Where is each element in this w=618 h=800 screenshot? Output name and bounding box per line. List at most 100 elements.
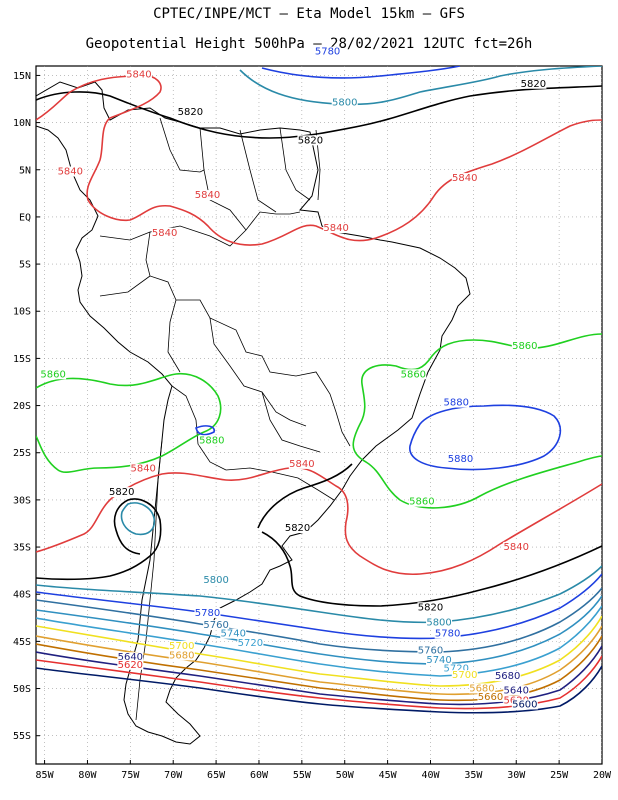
geopotential-contours xyxy=(36,66,602,714)
contour-label-bg xyxy=(198,435,225,446)
contour-label-bg xyxy=(477,691,504,702)
contour-label: 5840 xyxy=(452,173,477,184)
contour-label: 5760 xyxy=(203,620,228,631)
contour-label-bg xyxy=(237,638,264,649)
contour-label-bg xyxy=(168,650,195,661)
contour-5880 xyxy=(195,425,216,436)
lat-tick-label: 40S xyxy=(13,590,31,601)
lon-tick-label: 75W xyxy=(121,770,140,781)
contour-label: 5600 xyxy=(512,699,537,710)
lat-tick-label: 25S xyxy=(13,448,31,459)
contour-5800 xyxy=(120,502,156,536)
lat-tick-label: 10S xyxy=(13,307,31,318)
contour-label: 5660 xyxy=(478,692,503,703)
contour-label-bg xyxy=(203,620,230,631)
contour-label: 5840 xyxy=(289,459,314,470)
contour-label: 5840 xyxy=(195,190,220,201)
contour-label: 5880 xyxy=(448,454,473,465)
lat-tick-label: 5S xyxy=(19,260,31,271)
contour-5740 xyxy=(36,595,602,665)
contour-label: 5820 xyxy=(521,79,546,90)
lon-tick-label: 45W xyxy=(379,770,398,781)
map-subtitle: Geopotential Height 500hPa – 28/02/2021 … xyxy=(85,36,533,52)
lat-lon-grid xyxy=(36,66,602,764)
contour-label: 5800 xyxy=(426,617,451,628)
contour-label: 5680 xyxy=(469,683,494,694)
contour-label-bg xyxy=(168,640,195,651)
lat-tick-label: 15S xyxy=(13,354,31,365)
contour-label-bg xyxy=(314,46,341,57)
lon-tick-label: 80W xyxy=(78,770,97,781)
contour-label: 5780 xyxy=(315,47,340,58)
contour-label: 5820 xyxy=(109,487,134,498)
lon-tick-label: 50W xyxy=(336,770,355,781)
contour-label: 5700 xyxy=(169,641,194,652)
contour-5600 xyxy=(36,665,602,714)
contour-label: 5760 xyxy=(418,646,443,657)
contour-label: 5620 xyxy=(118,660,143,671)
contour-label: 5880 xyxy=(443,398,468,409)
contour-5860 xyxy=(352,333,602,509)
lon-tick-label: 65W xyxy=(207,770,226,781)
contour-label: 5800 xyxy=(203,575,228,586)
contour-label: 5740 xyxy=(426,655,451,666)
contour-label: 5860 xyxy=(40,369,65,380)
contour-5620 xyxy=(36,655,602,710)
contour-5780 xyxy=(36,573,602,640)
contour-5660 xyxy=(36,635,602,702)
contour-5680 xyxy=(36,625,602,696)
contour-label: 5840 xyxy=(130,464,155,475)
lat-tick-label: 45S xyxy=(13,637,31,648)
contour-label: 5820 xyxy=(285,523,310,534)
lon-tick-label: 60W xyxy=(250,770,269,781)
latitude-ticks: 15N 10N 5N EQ 5S 10S 15S 20S 25S 30S 35S 40S 45S 50S 5… xyxy=(13,71,40,742)
lat-tick-label: EQ xyxy=(19,212,31,223)
contour-label-bg xyxy=(503,541,530,552)
contour-label: 5680 xyxy=(495,671,520,682)
map-title: CPTEC/INPE/MCT – Eta Model 15km – GFS xyxy=(153,6,465,22)
contour-label-bg xyxy=(426,617,453,628)
contour-5700 xyxy=(36,615,602,687)
contour-label-bg xyxy=(288,458,315,469)
contour-label: 5840 xyxy=(504,542,529,553)
lon-tick-label: 55W xyxy=(293,770,312,781)
contour-label: 5840 xyxy=(323,223,348,234)
contour-label-bg xyxy=(447,454,474,465)
contour-label-bg xyxy=(284,523,311,534)
contour-5820 xyxy=(261,531,602,607)
contour-label: 5640 xyxy=(118,652,143,663)
contour-label-bg xyxy=(151,227,178,238)
lon-tick-label: 25W xyxy=(550,770,569,781)
contour-label-bg xyxy=(468,683,495,694)
contour-label-bg xyxy=(520,78,547,89)
contour-label-bg xyxy=(117,659,144,670)
contour-label-bg xyxy=(194,607,221,618)
contour-label-bg xyxy=(451,670,478,681)
lat-tick-label: 55S xyxy=(13,731,31,742)
contour-label-bg xyxy=(494,671,521,682)
contour-label: 5840 xyxy=(58,166,83,177)
contour-label-bg xyxy=(434,628,461,639)
longitude-ticks: 85W 80W 75W 70W 65W 60W 55W 50W 45W 40W 35W 30W 25W 2… xyxy=(36,760,612,781)
contour-labels: 5780 5800 5820 5820 5820 5840 5840 5840 5840 5840… xyxy=(40,46,547,710)
contour-label: 5720 xyxy=(443,664,468,675)
contour-label: 5840 xyxy=(152,228,177,239)
lat-tick-label: 35S xyxy=(13,543,31,554)
contour-label-bg xyxy=(400,369,427,380)
contour-label-bg xyxy=(443,397,470,408)
contour-label: 5820 xyxy=(418,602,443,613)
contour-label: 5740 xyxy=(221,629,246,640)
contour-label: 5860 xyxy=(409,497,434,508)
contour-label: 5780 xyxy=(195,608,220,619)
contour-label: 5820 xyxy=(298,135,323,146)
contour-label: 5860 xyxy=(512,341,537,352)
contour-5840 xyxy=(36,466,602,576)
contour-5820 xyxy=(257,463,353,529)
contour-5780 xyxy=(261,66,461,79)
lon-tick-label: 85W xyxy=(36,770,55,781)
contour-5880 xyxy=(409,404,562,471)
contour-label-bg xyxy=(426,655,453,666)
contour-label-bg xyxy=(194,190,221,201)
contour-label: 5860 xyxy=(401,369,426,380)
